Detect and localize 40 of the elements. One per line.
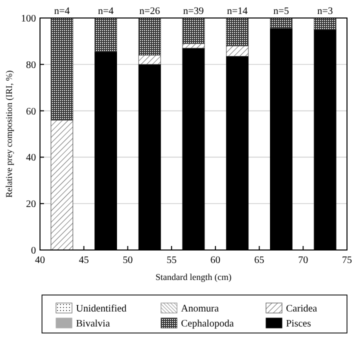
bar: [138, 54, 161, 65]
bar: [270, 18, 292, 29]
annotation: n=26: [139, 6, 160, 17]
annotation: n=4: [54, 6, 70, 17]
x-tick-label: 55: [166, 255, 177, 266]
bar: [94, 18, 117, 52]
annotation: n=14: [227, 6, 248, 17]
bar: [138, 18, 161, 56]
x-tick-label: 75: [342, 255, 352, 266]
legend-label: Anomura: [181, 304, 220, 314]
y-tick-label: 40: [26, 152, 36, 164]
bar: [226, 46, 249, 57]
y-tick-label: 80: [26, 60, 36, 71]
x-tick-label: 60: [210, 255, 220, 266]
annotation: n=4: [98, 6, 114, 17]
y-axis-title: Relative prey composition (IRI, %): [4, 70, 14, 198]
y-tick-label: 100: [21, 14, 36, 24]
annotation: n=39: [183, 6, 204, 17]
y-tick-label: 0: [31, 246, 36, 256]
legend-label: Unidentified: [76, 304, 127, 314]
x-tick-label: 70: [298, 255, 308, 266]
y-tick-label: 20: [26, 199, 36, 210]
legend-label: Caridea: [286, 304, 318, 314]
bar: [50, 18, 74, 120]
y-tick-label: 60: [26, 106, 36, 118]
bar: [182, 18, 205, 44]
legend-label: Pisces: [286, 318, 312, 330]
annotation: n=3: [317, 6, 333, 17]
bar: [182, 43, 205, 48]
legend-label: Bivalvia: [76, 318, 110, 330]
x-tick-label: 40: [35, 255, 45, 266]
legend-label: Cephalopoda: [181, 318, 234, 330]
bar: [226, 18, 249, 46]
x-axis-title: Standard length (cm): [156, 272, 232, 282]
annotation: n=5: [273, 6, 290, 17]
bar: [314, 18, 336, 30]
x-tick-label: 50: [122, 255, 133, 266]
x-tick-label: 45: [78, 255, 89, 266]
bar: [50, 120, 74, 250]
x-tick-label: 65: [254, 255, 264, 266]
